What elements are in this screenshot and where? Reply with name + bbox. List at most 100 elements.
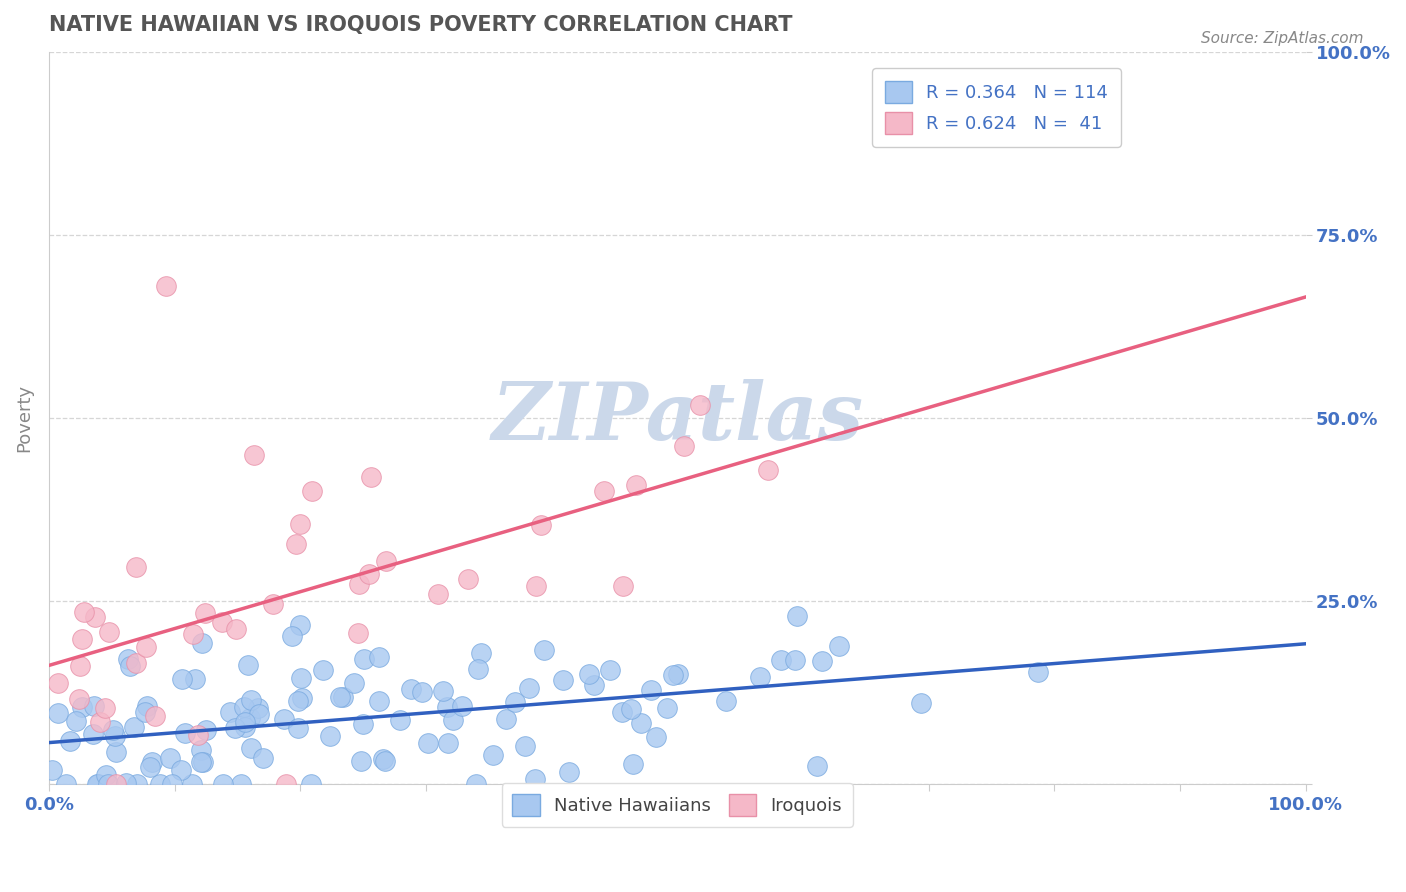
Point <box>122 720 145 734</box>
Point <box>287 721 309 735</box>
Point <box>436 700 458 714</box>
Point <box>160 777 183 791</box>
Point <box>190 755 212 769</box>
Point <box>229 777 252 791</box>
Point <box>125 560 148 574</box>
Point <box>276 777 298 791</box>
Point <box>148 777 170 791</box>
Point <box>141 755 163 769</box>
Point <box>181 777 204 791</box>
Point <box>69 658 91 673</box>
Point <box>252 751 274 765</box>
Point <box>530 517 553 532</box>
Point <box>371 751 394 765</box>
Point <box>620 701 643 715</box>
Point <box>346 626 368 640</box>
Point <box>368 694 391 708</box>
Point <box>114 776 136 790</box>
Point <box>86 777 108 791</box>
Point <box>191 636 214 650</box>
Point <box>170 672 193 686</box>
Point <box>312 663 335 677</box>
Point <box>666 667 689 681</box>
Point <box>645 730 668 744</box>
Y-axis label: Poverty: Poverty <box>15 384 32 452</box>
Point <box>240 740 263 755</box>
Point <box>219 705 242 719</box>
Point <box>233 715 256 730</box>
Point <box>375 554 398 568</box>
Point <box>457 573 479 587</box>
Point <box>769 653 792 667</box>
Point <box>610 705 633 719</box>
Point <box>329 690 352 705</box>
Point <box>673 439 696 453</box>
Point <box>247 706 270 721</box>
Point <box>173 726 195 740</box>
Point <box>359 566 381 581</box>
Point <box>626 478 648 492</box>
Point <box>418 736 440 750</box>
Point <box>72 700 94 714</box>
Point <box>281 629 304 643</box>
Point <box>811 654 834 668</box>
Point <box>98 625 121 640</box>
Text: NATIVE HAWAIIAN VS IROQUOIS POVERTY CORRELATION CHART: NATIVE HAWAIIAN VS IROQUOIS POVERTY CORR… <box>49 15 793 35</box>
Point <box>93 701 115 715</box>
Point <box>343 676 366 690</box>
Point <box>287 694 309 708</box>
Point <box>640 683 662 698</box>
Point <box>155 279 177 293</box>
Point <box>411 685 433 699</box>
Point <box>347 576 370 591</box>
Point <box>783 653 806 667</box>
Point <box>662 668 685 682</box>
Point <box>910 697 932 711</box>
Point <box>399 681 422 696</box>
Point <box>194 606 217 620</box>
Point <box>374 754 396 768</box>
Point <box>170 763 193 777</box>
Point <box>301 483 323 498</box>
Point <box>247 701 270 715</box>
Point <box>120 658 142 673</box>
Point <box>59 734 82 748</box>
Point <box>48 706 70 721</box>
Point <box>592 484 614 499</box>
Point <box>46 675 69 690</box>
Point <box>273 712 295 726</box>
Point <box>621 756 644 771</box>
Point <box>612 579 634 593</box>
Point <box>87 777 110 791</box>
Point <box>557 764 579 779</box>
Point <box>224 721 246 735</box>
Point <box>349 754 371 768</box>
Point <box>193 755 215 769</box>
Point <box>352 717 374 731</box>
Point <box>187 727 209 741</box>
Point <box>97 777 120 791</box>
Point <box>94 768 117 782</box>
Point <box>225 622 247 636</box>
Point <box>716 694 738 708</box>
Point <box>211 777 233 791</box>
Point <box>470 647 492 661</box>
Point <box>388 713 411 727</box>
Point <box>65 714 87 728</box>
Point <box>181 627 204 641</box>
Point <box>481 748 503 763</box>
Point <box>599 663 621 677</box>
Point <box>41 763 63 777</box>
Point <box>630 715 652 730</box>
Point <box>73 605 96 619</box>
Point <box>143 708 166 723</box>
Point <box>426 587 449 601</box>
Point <box>583 678 606 692</box>
Point <box>786 609 808 624</box>
Point <box>139 760 162 774</box>
Point <box>1026 665 1049 679</box>
Point <box>513 739 536 754</box>
Point <box>184 673 207 687</box>
Point <box>524 579 547 593</box>
Legend: Native Hawaiians, Iroquois: Native Hawaiians, Iroquois <box>502 783 853 827</box>
